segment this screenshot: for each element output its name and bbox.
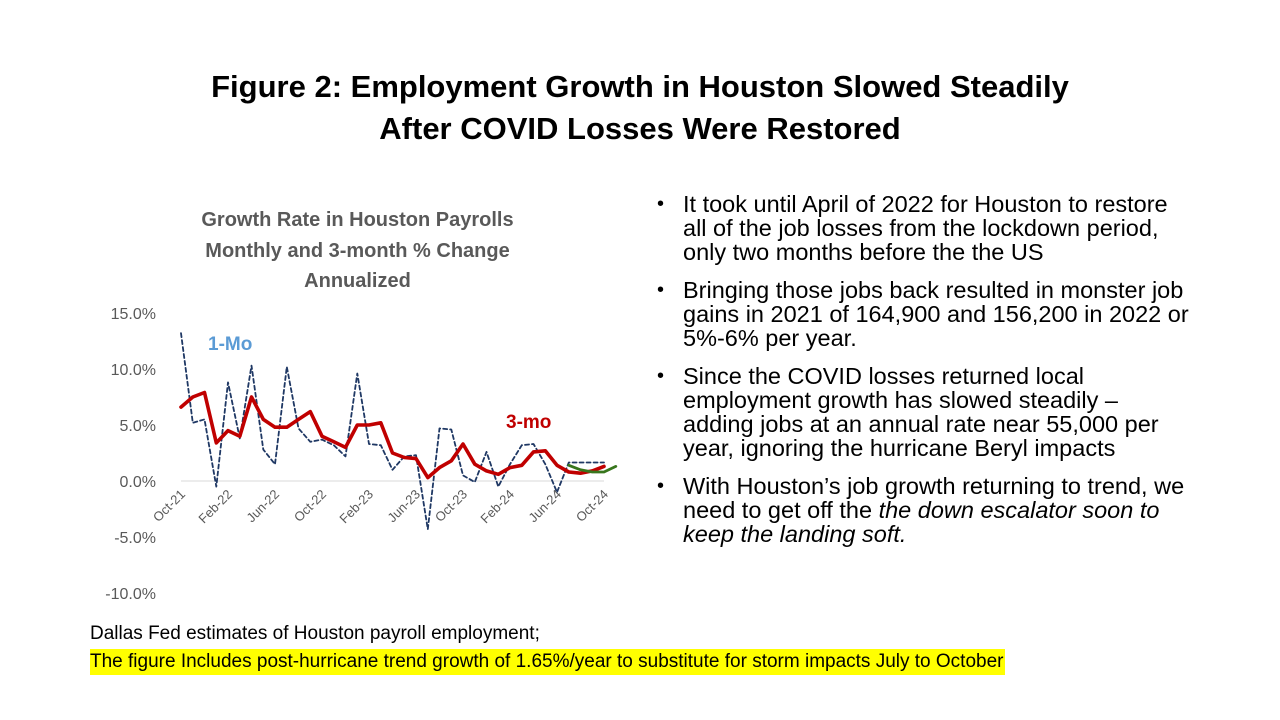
x-tick-label: Oct-24 bbox=[573, 487, 611, 525]
x-tick-label: Feb-23 bbox=[336, 487, 376, 527]
series-layer bbox=[179, 332, 618, 531]
series-line-3-mo bbox=[179, 390, 606, 480]
series-line-1-mo bbox=[180, 332, 605, 531]
x-tick-label: Jun-23 bbox=[384, 487, 423, 526]
y-tick-label: 5.0% bbox=[120, 418, 156, 435]
bullet-dot-icon: • bbox=[657, 475, 665, 497]
x-tick-label: Jun-24 bbox=[525, 487, 564, 526]
bullet-list: • It took until April of 2022 for Houston… bbox=[655, 192, 1195, 560]
x-tick-label: Feb-22 bbox=[195, 487, 235, 527]
slide-title: Figure 2: Employment Growth in Houston S… bbox=[0, 66, 1280, 150]
y-tick-label: 15.0% bbox=[111, 306, 156, 323]
chart-title-line-1: Growth Rate in Houston Payrolls bbox=[201, 209, 514, 231]
chart-title-line-2: Monthly and 3-month % Change bbox=[205, 239, 510, 262]
slide-title-line-1: Figure 2: Employment Growth in Houston S… bbox=[211, 69, 1069, 104]
y-tick-label: -10.0% bbox=[105, 586, 156, 603]
x-tick-label: Feb-24 bbox=[477, 487, 517, 527]
chart-title-line-3: Annualized bbox=[304, 270, 411, 292]
bullet-text: With Houston’s job growth returning to t… bbox=[683, 473, 1185, 523]
bullet-text-italic: the down escalator soon to keep the land… bbox=[683, 497, 1160, 547]
x-axis: Oct-21 Feb-22 Jun-22 Oct-22 Feb-23 Jun-23 Oct-… bbox=[150, 480, 611, 527]
y-axis: 15.0% 10.0% 5.0% 0.0% -5.0% -10.0% bbox=[105, 306, 156, 603]
footnote-highlight: The figure Includes post-hurricane trend… bbox=[90, 649, 1006, 675]
x-tick-label: Jun-22 bbox=[243, 487, 282, 526]
y-tick-label: 0.0% bbox=[120, 474, 156, 491]
series-label-3-mo: 3-mo bbox=[506, 412, 551, 433]
slide-title-line-2: After COVID Losses Were Restored bbox=[379, 111, 901, 146]
bullet-text: Since the COVID losses returned local em… bbox=[683, 363, 1159, 461]
series-label-1-mo: 1-Mo bbox=[208, 334, 252, 355]
bullet-item: • Bringing those jobs back resulted in mo… bbox=[655, 278, 1195, 350]
bullet-text: Bringing those jobs back resulted in mon… bbox=[683, 277, 1189, 351]
x-tick-label: Oct-22 bbox=[291, 487, 329, 525]
footnote: Dallas Fed estimates of Houston payroll … bbox=[90, 623, 540, 644]
bullet-dot-icon: • bbox=[657, 365, 665, 387]
x-tick-label: Oct-23 bbox=[432, 487, 470, 525]
bullet-dot-icon: • bbox=[657, 279, 665, 301]
bullet-item: • It took until April of 2022 for Houston… bbox=[655, 192, 1195, 264]
bullet-dot-icon: • bbox=[657, 193, 665, 215]
x-tick-label: Oct-21 bbox=[150, 487, 188, 525]
line-chart: 15.0%10.0%5.0%0.0%-5.0%-10.0% Oct-21 Feb-… bbox=[105, 306, 618, 603]
series-line-trend bbox=[567, 463, 618, 474]
y-tick-label: -5.0% bbox=[114, 530, 156, 547]
chart-title: Growth Rate in Houston Payrolls Monthly … bbox=[160, 205, 555, 297]
bullet-text: It took until April of 2022 for Houston … bbox=[683, 191, 1168, 265]
y-tick-label: 10.0% bbox=[111, 362, 156, 379]
bullet-item: • With Houston’s job growth returning to … bbox=[655, 474, 1195, 546]
bullet-item: • Since the COVID losses returned local e… bbox=[655, 364, 1195, 460]
